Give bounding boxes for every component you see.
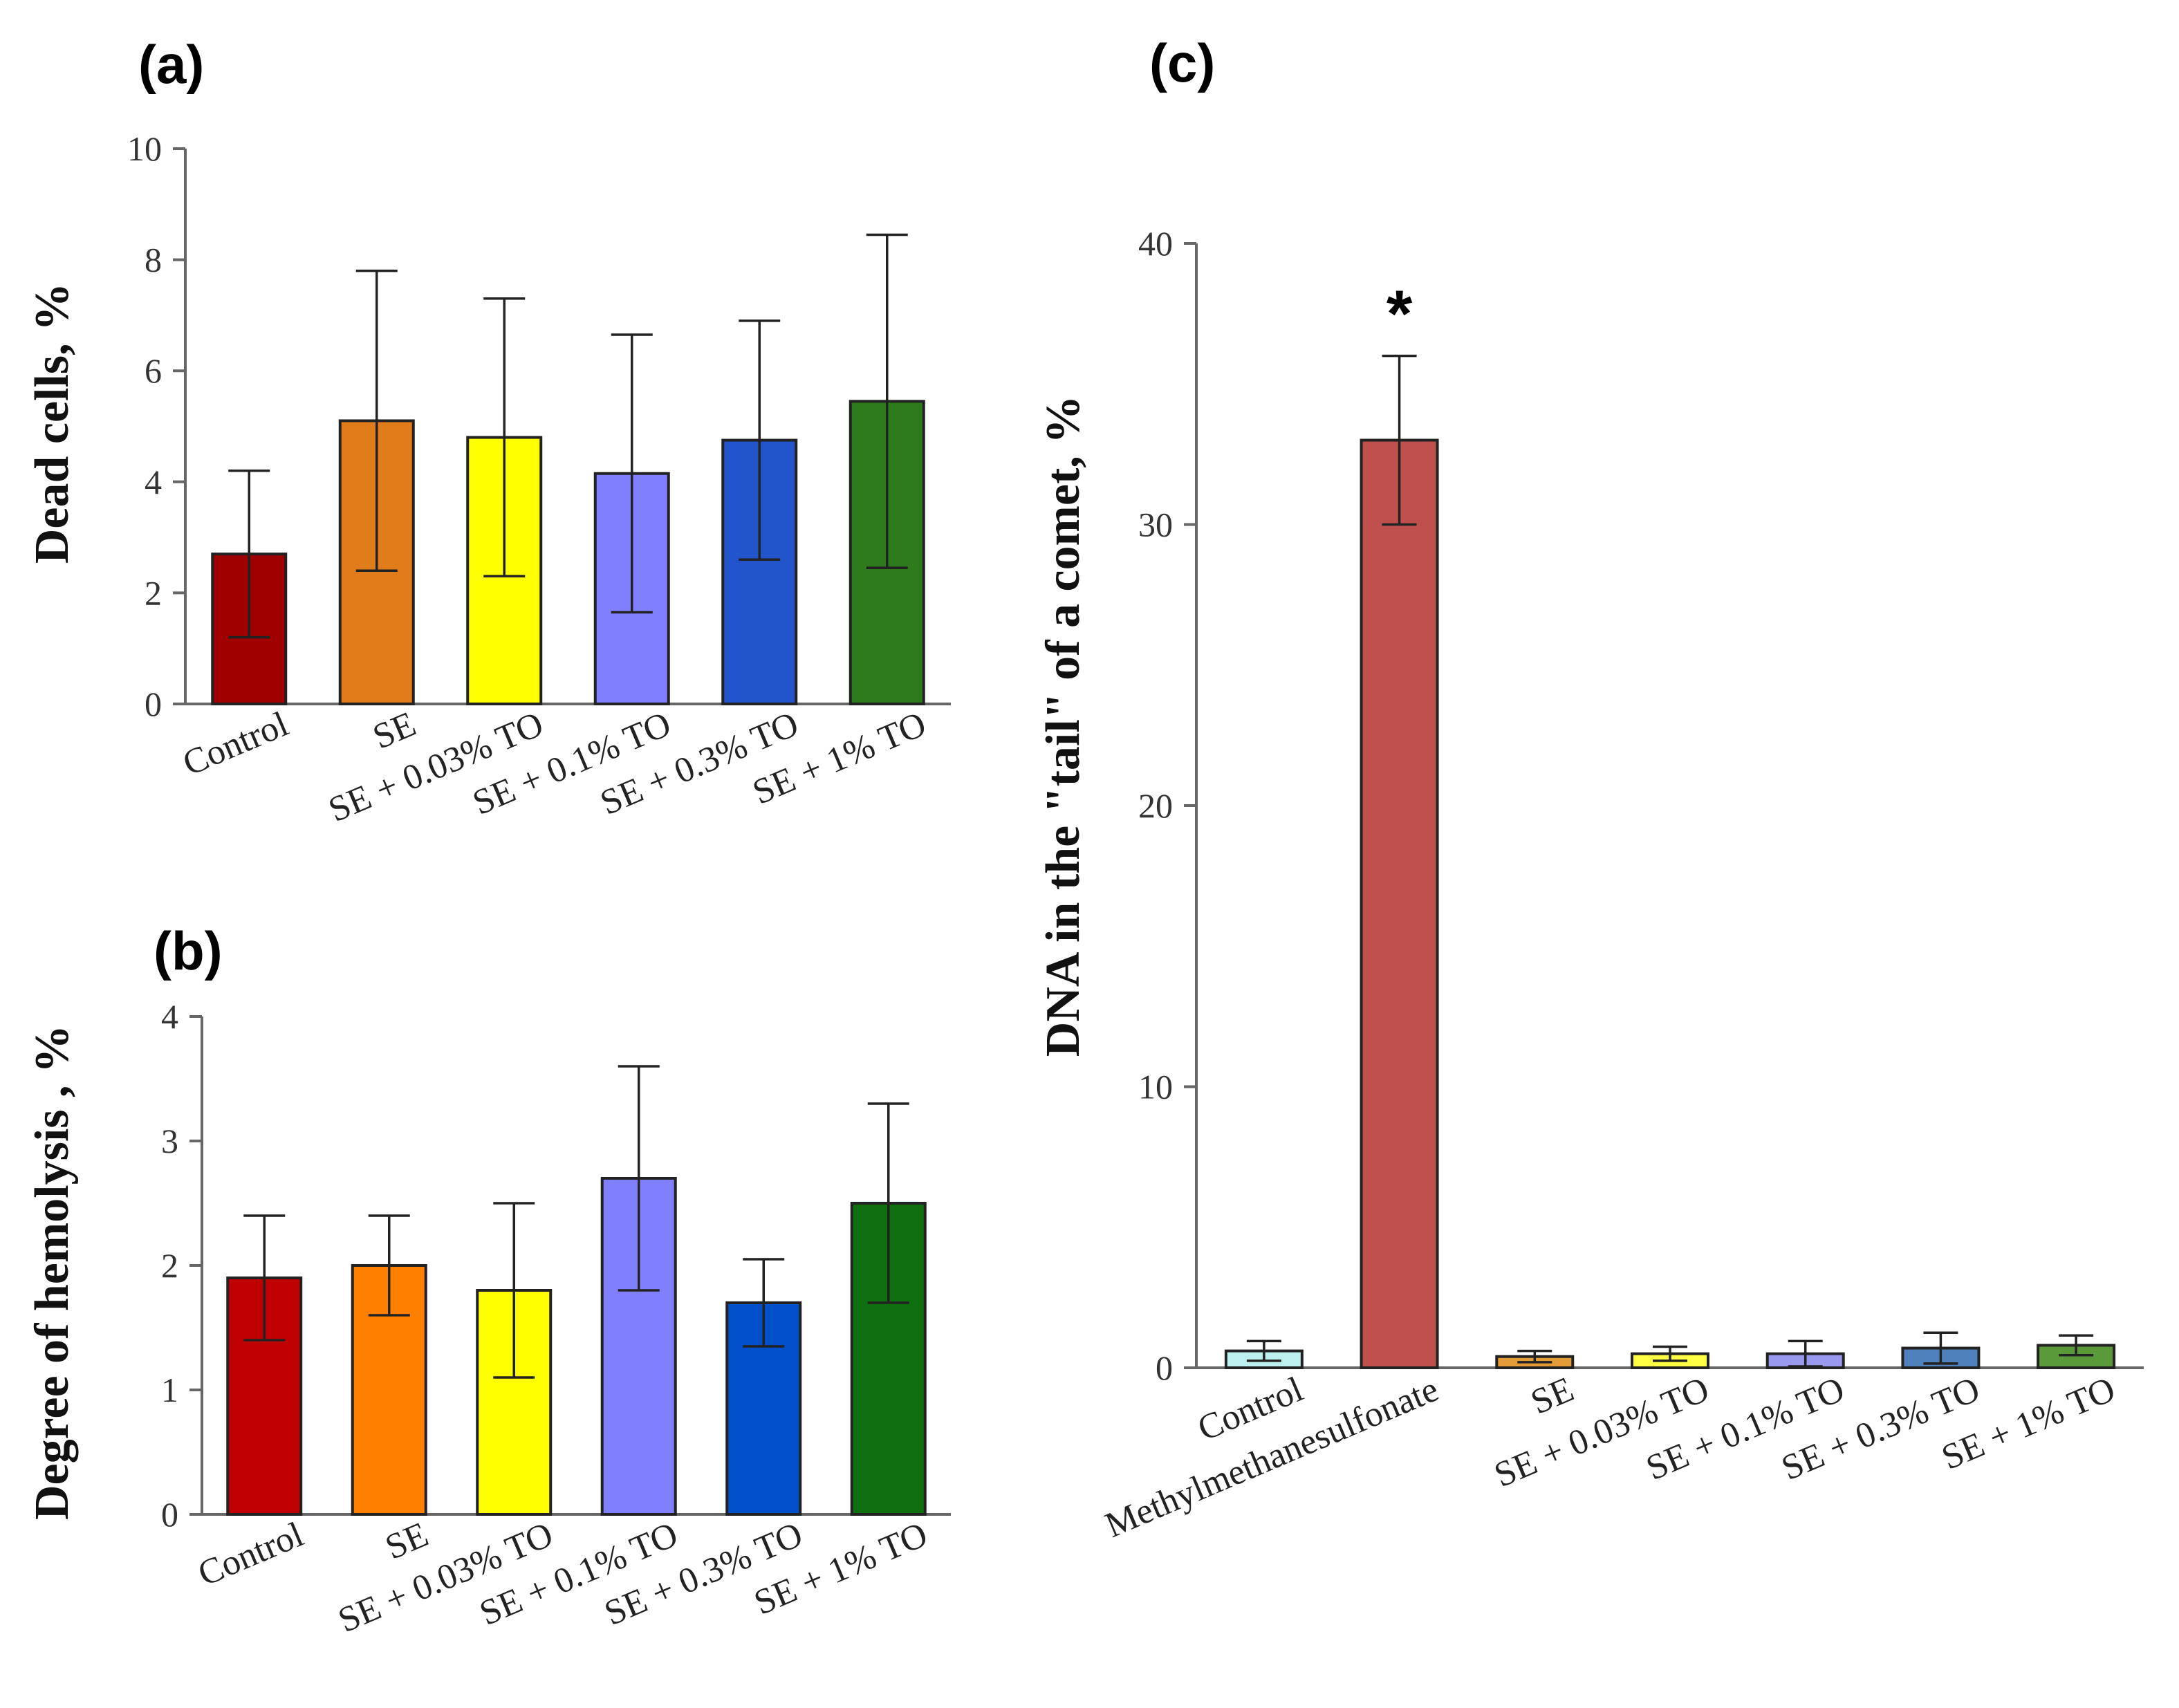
chart-b-y-tick-label: 1	[161, 1371, 178, 1409]
chart-b: (b) Degree of hemolysis , % 0 1 2 3 4 Control…	[26, 920, 951, 1640]
chart-a-y-tick-label: 6	[145, 351, 162, 390]
chart-a-y-axis-title: Dead cells, %	[26, 283, 79, 564]
chart-c-error-bar	[1246, 1339, 1281, 1362]
chart-b-x-tick-label: Control	[192, 1515, 309, 1595]
chart-a-y-tick-label: 2	[145, 573, 162, 612]
chart-a-y-tick-label: 8	[145, 241, 162, 279]
chart-c: (c) DNA in the "tail" of a comet, % 0 10 2…	[1037, 33, 2144, 1545]
chart-c-y-tick-label: 30	[1138, 505, 1173, 544]
chart-c-error-bar	[1653, 1345, 1687, 1362]
chart-a-y-tick-label: 10	[127, 129, 162, 168]
chart-b-error-bar	[243, 1214, 286, 1342]
chart-b-error-bar	[867, 1102, 909, 1304]
chart-c-significance-annotation: *	[1387, 277, 1413, 351]
chart-c-y-tick-label: 10	[1138, 1068, 1173, 1106]
chart-a-x-tick-label: SE	[367, 705, 421, 757]
chart-b-error-bar	[493, 1202, 535, 1379]
chart-c-error-bar	[1517, 1349, 1552, 1364]
chart-b-error-bar	[743, 1258, 785, 1348]
chart-a-error-bar	[739, 319, 781, 561]
chart-a-error-bar	[866, 233, 908, 570]
panel-c-label: (c)	[1149, 33, 1215, 93]
chart-a-error-bar	[611, 333, 653, 614]
chart-a-error-bar	[483, 297, 526, 578]
chart-b-y-axis-title: Degree of hemolysis , %	[26, 1025, 79, 1520]
chart-b-x-tick-label: SE	[380, 1515, 434, 1568]
chart-c-x-tick-label: SE	[1526, 1370, 1579, 1422]
chart-a-x-tick-label: Control	[177, 705, 294, 784]
chart-a-error-bar	[355, 269, 398, 573]
chart-c-error-bar	[1382, 354, 1417, 526]
chart-c-y-tick-label: 40	[1138, 224, 1173, 263]
chart-c-error-bar	[1788, 1339, 1823, 1368]
chart-a-y-tick-label: 0	[145, 685, 162, 723]
chart-c-y-tick-label: 20	[1138, 786, 1173, 825]
panel-a-label: (a)	[138, 34, 204, 95]
chart-b-y-tick-label: 3	[161, 1122, 178, 1160]
panel-b-label: (b)	[154, 920, 223, 981]
chart-a-y-tick-label: 4	[145, 463, 162, 501]
chart-c-error-bar	[2059, 1334, 2094, 1357]
chart-b-error-bar	[368, 1214, 410, 1317]
chart-c-bar	[1360, 438, 1439, 1369]
chart-b-error-bar	[618, 1065, 660, 1292]
chart-c-y-tick-label: 0	[1156, 1348, 1173, 1387]
chart-c-y-axis-title: DNA in the "tail" of a comet, %	[1037, 396, 1090, 1057]
chart-b-y-tick-label: 4	[161, 997, 178, 1036]
chart-b-y-tick-label: 2	[161, 1246, 178, 1285]
chart-b-y-tick-label: 0	[161, 1495, 178, 1534]
chart-c-error-bar	[1923, 1331, 1958, 1365]
chart-a-error-bar	[228, 469, 270, 639]
